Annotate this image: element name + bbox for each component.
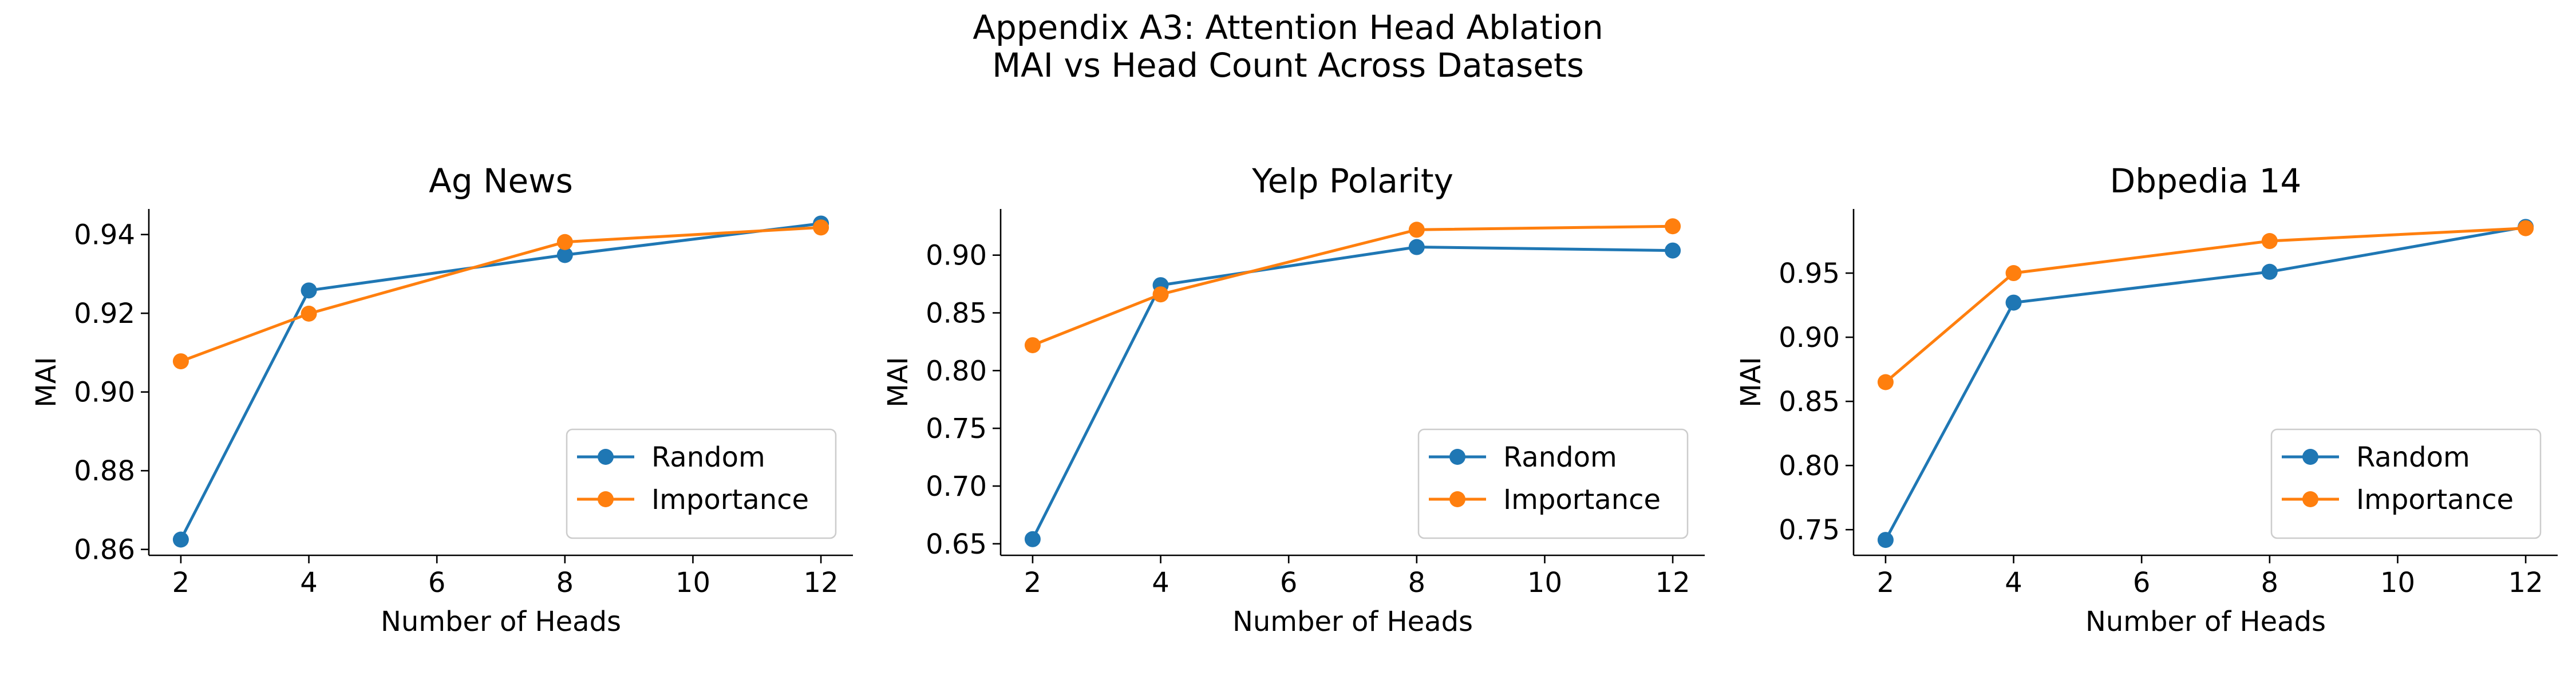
x-tick-label: 8	[556, 567, 574, 599]
data-point	[2005, 294, 2022, 311]
y-tick-label: 0.80	[926, 355, 987, 387]
y-tick-label: 0.92	[74, 298, 135, 330]
y-tick-label: 0.90	[74, 377, 135, 409]
y-tick-label: 0.80	[1779, 450, 1840, 482]
legend-swatch-marker	[1449, 449, 1465, 465]
legend: Random Importance	[2270, 428, 2542, 539]
x-tick-label: 4	[1152, 567, 1170, 599]
legend-label: Importance	[651, 484, 809, 516]
data-point	[556, 234, 573, 250]
x-tick-label: 6	[2133, 567, 2151, 599]
y-tick-label: 0.65	[926, 528, 987, 560]
figure-title-line-2: MAI vs Head Count Across Datasets	[992, 46, 1584, 85]
x-axis-label: Number of Heads	[1232, 606, 1473, 638]
legend-swatch-marker	[2302, 449, 2318, 465]
data-point	[1024, 337, 1041, 353]
chart-title: Dbpedia 14	[2110, 161, 2302, 200]
y-tick-label: 0.95	[1779, 258, 1840, 290]
data-point	[1877, 374, 1894, 390]
legend-label: Importance	[1503, 484, 1661, 516]
legend: Random Importance	[566, 428, 837, 539]
x-tick-label: 8	[1408, 567, 1426, 599]
y-axis-label: MAI	[882, 357, 914, 407]
data-point	[556, 247, 573, 263]
y-tick-label: 0.94	[74, 219, 135, 251]
x-axis-label: Number of Heads	[2085, 606, 2326, 638]
x-tick-label: 10	[675, 567, 710, 599]
y-tick-label: 0.86	[74, 534, 135, 566]
legend-swatch-marker	[598, 491, 614, 507]
y-tick-label: 0.90	[1779, 322, 1840, 354]
chart-title: Yelp Polarity	[1251, 161, 1453, 200]
data-point	[1024, 531, 1041, 547]
x-tick-label: 2	[172, 567, 190, 599]
data-point	[813, 219, 829, 236]
legend-label: Random	[2356, 441, 2470, 473]
data-point	[2261, 263, 2278, 280]
data-point	[301, 282, 317, 299]
x-tick-label: 2	[1024, 567, 1042, 599]
legend-label: Importance	[2356, 484, 2514, 516]
x-tick-label: 12	[2508, 567, 2543, 599]
chart-title: Ag News	[429, 161, 573, 200]
x-tick-label: 6	[428, 567, 446, 599]
data-point	[2261, 233, 2278, 250]
chart-panel-3: Dbpedia 14 2 4 6 8 10 12 0.75 0.80 0.85 0.90 0.95 Nu…	[1735, 161, 2558, 638]
y-tick-label: 0.90	[926, 240, 987, 272]
data-point	[172, 353, 189, 370]
y-tick-label: 0.75	[1779, 514, 1840, 546]
series-line	[1031, 246, 1674, 541]
series-random	[1024, 239, 1681, 547]
y-tick-label: 0.70	[926, 471, 987, 503]
y-tick-label: 0.88	[74, 455, 135, 487]
data-point	[1408, 222, 1425, 238]
y-tick-label: 0.75	[926, 413, 987, 445]
legend-swatch-marker	[1449, 491, 1465, 507]
chart-panel-2: Yelp Polarity 2 4 6 8 10 12 0.65 0.70 0.75 0.80 0.8…	[882, 161, 1705, 638]
chart-panels: Ag News 2 4 6 8 10 12 0.86 0.88 0.90 0.92 0.94 Numbe…	[30, 161, 2558, 638]
y-axis-label: MAI	[1735, 357, 1767, 407]
data-point	[2005, 265, 2022, 282]
series-line	[1884, 225, 2527, 542]
legend-swatch-marker	[2302, 491, 2318, 507]
y-axis-label: MAI	[30, 357, 62, 407]
data-point	[2518, 220, 2534, 236]
legend: Random Importance	[1417, 428, 1689, 539]
y-tick-label: 0.85	[926, 298, 987, 330]
x-tick-label: 4	[300, 567, 318, 599]
x-axis-label: Number of Heads	[381, 606, 621, 638]
x-tick-label: 10	[2380, 567, 2415, 599]
data-point	[1408, 239, 1425, 255]
series-line	[179, 226, 823, 363]
x-tick-label: 12	[804, 567, 839, 599]
x-tick-label: 10	[1527, 567, 1562, 599]
legend-label: Random	[651, 441, 765, 473]
x-tick-label: 2	[1877, 567, 1895, 599]
data-point	[1665, 242, 1681, 259]
series-line	[1031, 224, 1674, 347]
series-line	[179, 222, 823, 541]
data-point	[1152, 286, 1169, 303]
y-tick-label: 0.85	[1779, 386, 1840, 418]
series-line	[1884, 227, 2527, 384]
chart-panel-1: Ag News 2 4 6 8 10 12 0.86 0.88 0.90 0.92 0.94 Numbe…	[30, 161, 853, 638]
series-importance	[1024, 218, 1681, 353]
data-point	[301, 305, 317, 322]
x-tick-label: 4	[2005, 567, 2022, 599]
figure-title-line-1: Appendix A3: Attention Head Ablation	[973, 8, 1603, 47]
x-tick-label: 6	[1280, 567, 1298, 599]
legend-label: Random	[1503, 441, 1617, 473]
data-point	[1665, 218, 1681, 235]
series-importance	[172, 219, 829, 370]
series-importance	[1877, 220, 2534, 390]
x-tick-label: 8	[2261, 567, 2279, 599]
x-tick-label: 12	[1656, 567, 1690, 599]
data-point	[172, 531, 189, 548]
legend-swatch-marker	[598, 449, 614, 465]
data-point	[1877, 532, 1894, 548]
